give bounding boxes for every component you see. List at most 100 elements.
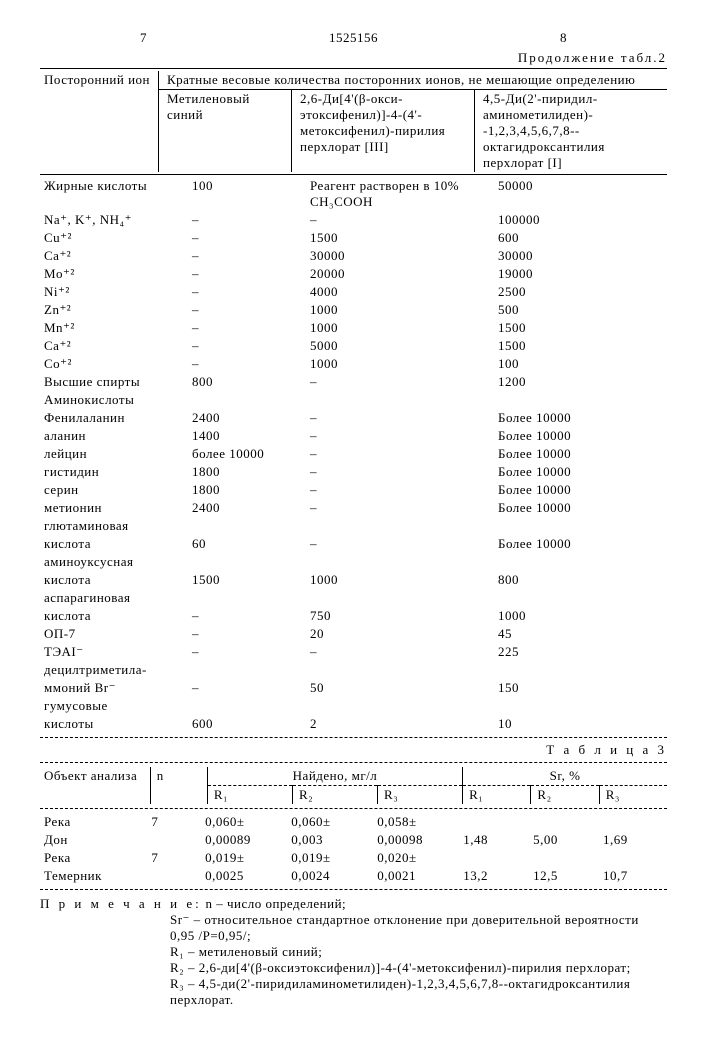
r2-cell: – — [306, 535, 494, 553]
r1-cell: – — [188, 319, 306, 337]
r1-cell — [188, 589, 306, 607]
r2-cell: 1000 — [306, 301, 494, 319]
table3-body: Река70,060±0,060±0,058±Дон0,000890,0030,… — [40, 813, 667, 885]
sr1-cell: 1,48 — [457, 831, 527, 849]
table-row: гистидин1800–Более 10000 — [40, 463, 667, 481]
sr1-cell — [457, 813, 527, 831]
r3-cell: Более 10000 — [494, 481, 667, 499]
sr1-cell — [457, 849, 527, 867]
ion-cell: серин — [40, 481, 188, 499]
notes-head: П р и м е ч а н и е: — [40, 896, 202, 911]
r2-cell: 2 — [306, 715, 494, 733]
r2-cell: – — [306, 211, 494, 229]
r1a-cell: 0,060± — [199, 813, 285, 831]
t3-r3: R₃ — [378, 786, 463, 805]
r1-cell: – — [188, 643, 306, 661]
ion-cell: ммоний Br⁻ — [40, 679, 188, 697]
page-left: 7 — [40, 30, 247, 46]
table-row: аспарагиновая — [40, 589, 667, 607]
r3-cell — [494, 517, 667, 535]
r1-cell — [188, 661, 306, 679]
r3-cell: 225 — [494, 643, 667, 661]
r1a-cell: 0,019± — [199, 849, 285, 867]
ion-cell: Аминокислоты — [40, 391, 188, 409]
r2-cell — [306, 589, 494, 607]
r3-cell — [494, 589, 667, 607]
r2a-cell: 0,060± — [285, 813, 371, 831]
sr2-cell: 5,00 — [527, 831, 597, 849]
table-row: Ca⁺²–3000030000 — [40, 247, 667, 265]
r1-cell — [188, 517, 306, 535]
r1-cell: – — [188, 625, 306, 643]
r3-cell: Более 10000 — [494, 499, 667, 517]
t3-sr1: R₁ — [463, 786, 531, 805]
r2-cell — [306, 697, 494, 715]
r2-cell: 20000 — [306, 265, 494, 283]
table-row: серин1800–Более 10000 — [40, 481, 667, 499]
r2-cell: 750 — [306, 607, 494, 625]
r3-cell: 10 — [494, 715, 667, 733]
obj-cell: Река — [40, 849, 145, 867]
r2-cell: – — [306, 643, 494, 661]
r1-cell: 2400 — [188, 499, 306, 517]
n-cell: 7 — [145, 813, 199, 831]
r3-cell: 100 — [494, 355, 667, 373]
r1-cell: 2400 — [188, 409, 306, 427]
table-row: лейцинболее 10000–Более 10000 — [40, 445, 667, 463]
r3-cell: Более 10000 — [494, 427, 667, 445]
table-row: Zn⁺²–1000500 — [40, 301, 667, 319]
r1-cell: 800 — [188, 373, 306, 391]
table-row: Жирные кислоты100Реагент растворен в 10%… — [40, 177, 667, 211]
obj-cell: Дон — [40, 831, 145, 849]
sr3-cell — [597, 813, 667, 831]
r2a-cell: 0,003 — [285, 831, 371, 849]
table-row: аминоуксусная — [40, 553, 667, 571]
r2-cell: – — [306, 481, 494, 499]
r3-cell: 100000 — [494, 211, 667, 229]
ion-cell: лейцин — [40, 445, 188, 463]
r2-cell: 4000 — [306, 283, 494, 301]
note-r1: R₁ – метиленовый синий; — [170, 944, 667, 960]
table2-body: Жирные кислоты100Реагент растворен в 10%… — [40, 177, 667, 733]
r3a-cell: 0,00098 — [371, 831, 457, 849]
r2-cell: – — [306, 373, 494, 391]
n-cell — [145, 867, 199, 885]
r3-cell: 500 — [494, 301, 667, 319]
table-row: децилтриметила- — [40, 661, 667, 679]
table2: Посторонний ион Кратные весовые количест… — [40, 71, 667, 172]
r3-cell: Более 10000 — [494, 409, 667, 427]
t3-obj-header: Объект анализа — [40, 767, 150, 804]
table-row: гумусовые — [40, 697, 667, 715]
r1-cell: 600 — [188, 715, 306, 733]
doc-id: 1525156 — [250, 30, 457, 46]
table-row: Mn⁺²–10001500 — [40, 319, 667, 337]
ion-cell: Na⁺, K⁺, NH₄⁺ — [40, 211, 188, 229]
r1-cell: 60 — [188, 535, 306, 553]
table3: Объект анализа n Найдено, мг/л Sr, % R₁ … — [40, 767, 667, 804]
table-row: метионин2400–Более 10000 — [40, 499, 667, 517]
ion-cell: Высшие спирты — [40, 373, 188, 391]
r3-cell: Более 10000 — [494, 535, 667, 553]
r3-cell — [494, 391, 667, 409]
t3-found-header: Найдено, мг/л — [207, 767, 462, 786]
r1a-cell: 0,0025 — [199, 867, 285, 885]
continuation-label: Продолжение табл.2 — [40, 50, 667, 66]
ion-cell: Фенилаланин — [40, 409, 188, 427]
r3-cell: Более 10000 — [494, 463, 667, 481]
r1-cell: – — [188, 355, 306, 373]
t3-sr3: R₃ — [599, 786, 667, 805]
r1-cell: 1400 — [188, 427, 306, 445]
table-row: Аминокислоты — [40, 391, 667, 409]
table-row: ТЭАI⁻––225 — [40, 643, 667, 661]
sr2-cell — [527, 813, 597, 831]
r2-cell: – — [306, 427, 494, 445]
sr3-cell: 1,69 — [597, 831, 667, 849]
page-numbers: 7 1525156 8 — [40, 30, 667, 46]
r2-cell — [306, 661, 494, 679]
r1-cell: – — [188, 337, 306, 355]
table-row: аланин1400–Более 10000 — [40, 427, 667, 445]
table-row: Темерник0,00250,00240,002113,212,510,7 — [40, 867, 667, 885]
r3-cell — [494, 661, 667, 679]
table-row: Высшие спирты800–1200 — [40, 373, 667, 391]
r2-cell — [306, 517, 494, 535]
